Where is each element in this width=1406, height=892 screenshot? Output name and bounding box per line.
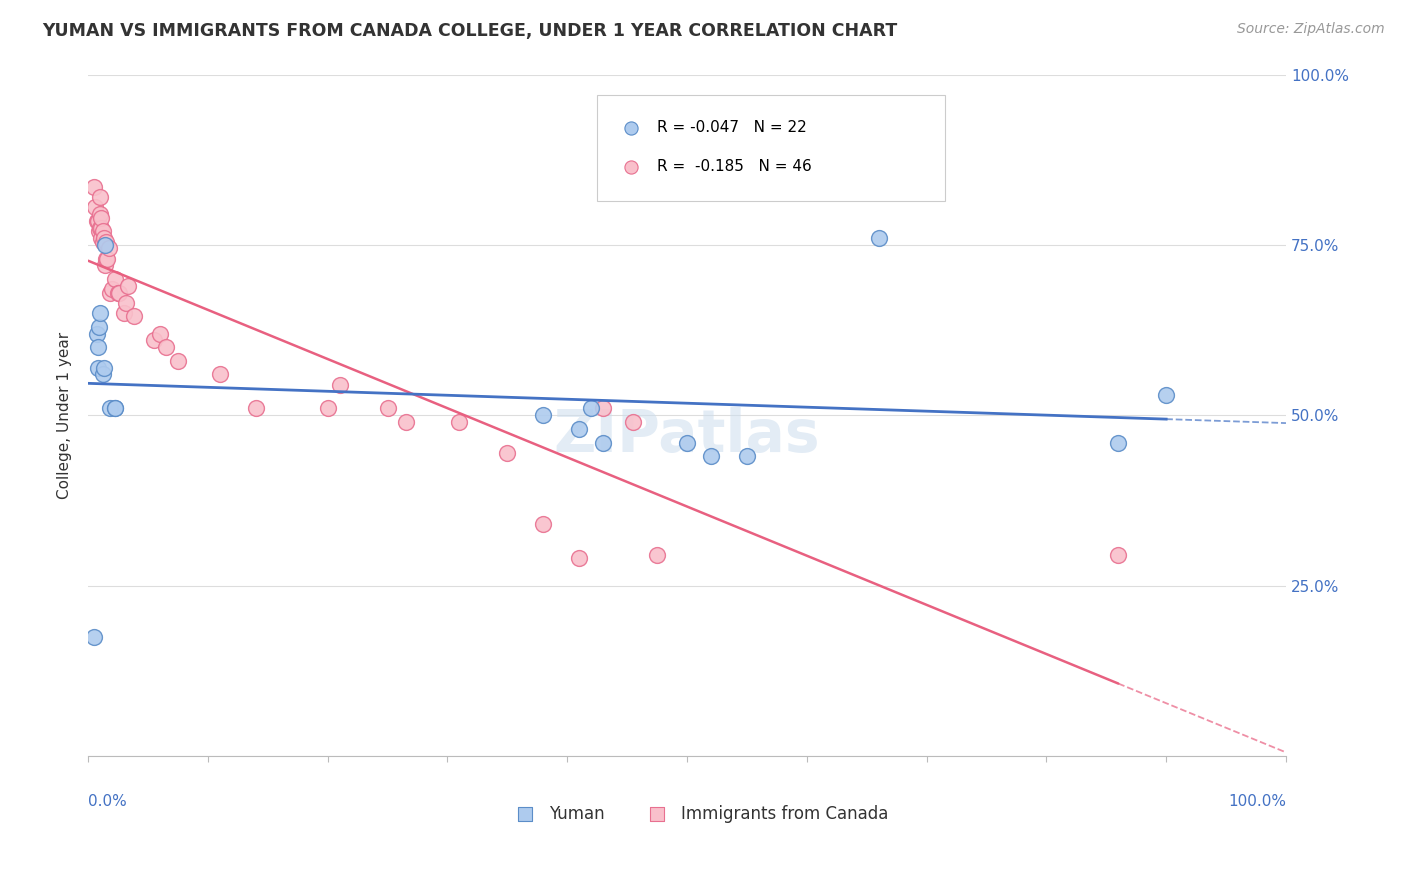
Point [117, 278, 139, 293]
Point [394, 415, 416, 429]
Point [97, 241, 120, 255]
Point [316, 401, 339, 416]
Point [112, 306, 135, 320]
Point [89, 207, 111, 221]
Point [531, 517, 554, 532]
Point [143, 334, 166, 348]
Point [87, 319, 110, 334]
Text: YUMAN VS IMMIGRANTS FROM CANADA COLLEGE, UNDER 1 YEAR CORRELATION CHART: YUMAN VS IMMIGRANTS FROM CANADA COLLEGE,… [42, 22, 897, 40]
Point [94, 252, 117, 266]
Point [620, 120, 643, 135]
Text: R =  -0.185   N = 46: R = -0.185 N = 46 [657, 159, 811, 174]
Point [645, 807, 668, 822]
Point [103, 272, 125, 286]
Point [103, 401, 125, 416]
Point [329, 377, 352, 392]
Point [149, 326, 172, 341]
Point [592, 435, 614, 450]
Point [735, 449, 758, 463]
Point [496, 446, 519, 460]
Point [89, 190, 111, 204]
Point [91, 368, 114, 382]
Point [94, 238, 117, 252]
Point [90, 220, 112, 235]
Point [676, 435, 699, 450]
Point [87, 340, 110, 354]
Point [83, 630, 105, 644]
Point [581, 401, 603, 416]
Point [107, 285, 129, 300]
Point [94, 258, 117, 272]
Point [84, 201, 107, 215]
Point [115, 296, 138, 310]
Point [515, 807, 537, 822]
Point [94, 235, 117, 249]
Text: 100.0%: 100.0% [1227, 794, 1286, 808]
Point [96, 252, 118, 266]
Point [568, 422, 591, 436]
Point [377, 401, 399, 416]
Point [155, 340, 177, 354]
Point [621, 415, 644, 429]
Point [122, 310, 145, 324]
Point [87, 214, 110, 228]
Text: Source: ZipAtlas.com: Source: ZipAtlas.com [1237, 22, 1385, 37]
Text: ZIPatlas: ZIPatlas [554, 408, 820, 464]
Text: 0.0%: 0.0% [89, 794, 127, 808]
FancyBboxPatch shape [598, 95, 945, 201]
Point [87, 360, 110, 375]
Point [1107, 435, 1129, 450]
Point [93, 360, 115, 375]
Point [90, 231, 112, 245]
Point [620, 160, 643, 174]
Text: Immigrants from Canada: Immigrants from Canada [681, 805, 889, 823]
Point [868, 231, 890, 245]
Point [86, 326, 108, 341]
Point [167, 353, 190, 368]
Text: R = -0.047   N = 22: R = -0.047 N = 22 [657, 120, 807, 136]
Point [89, 306, 111, 320]
Point [1154, 388, 1177, 402]
Point [449, 415, 471, 429]
Point [592, 401, 614, 416]
Point [98, 285, 121, 300]
Point [531, 409, 554, 423]
Point [101, 282, 124, 296]
Point [93, 231, 115, 245]
Point [645, 548, 668, 562]
Point [91, 235, 114, 249]
Point [108, 285, 131, 300]
Point [1107, 548, 1129, 562]
Point [89, 220, 111, 235]
Point [103, 401, 125, 416]
Point [87, 224, 110, 238]
Point [90, 211, 112, 225]
Point [98, 401, 121, 416]
Point [208, 368, 231, 382]
Point [245, 401, 267, 416]
Y-axis label: College, Under 1 year: College, Under 1 year [58, 332, 72, 499]
Text: Yuman: Yuman [550, 805, 605, 823]
Point [700, 449, 723, 463]
Point [568, 551, 591, 566]
Point [83, 180, 105, 194]
Point [91, 224, 114, 238]
Point [86, 214, 108, 228]
